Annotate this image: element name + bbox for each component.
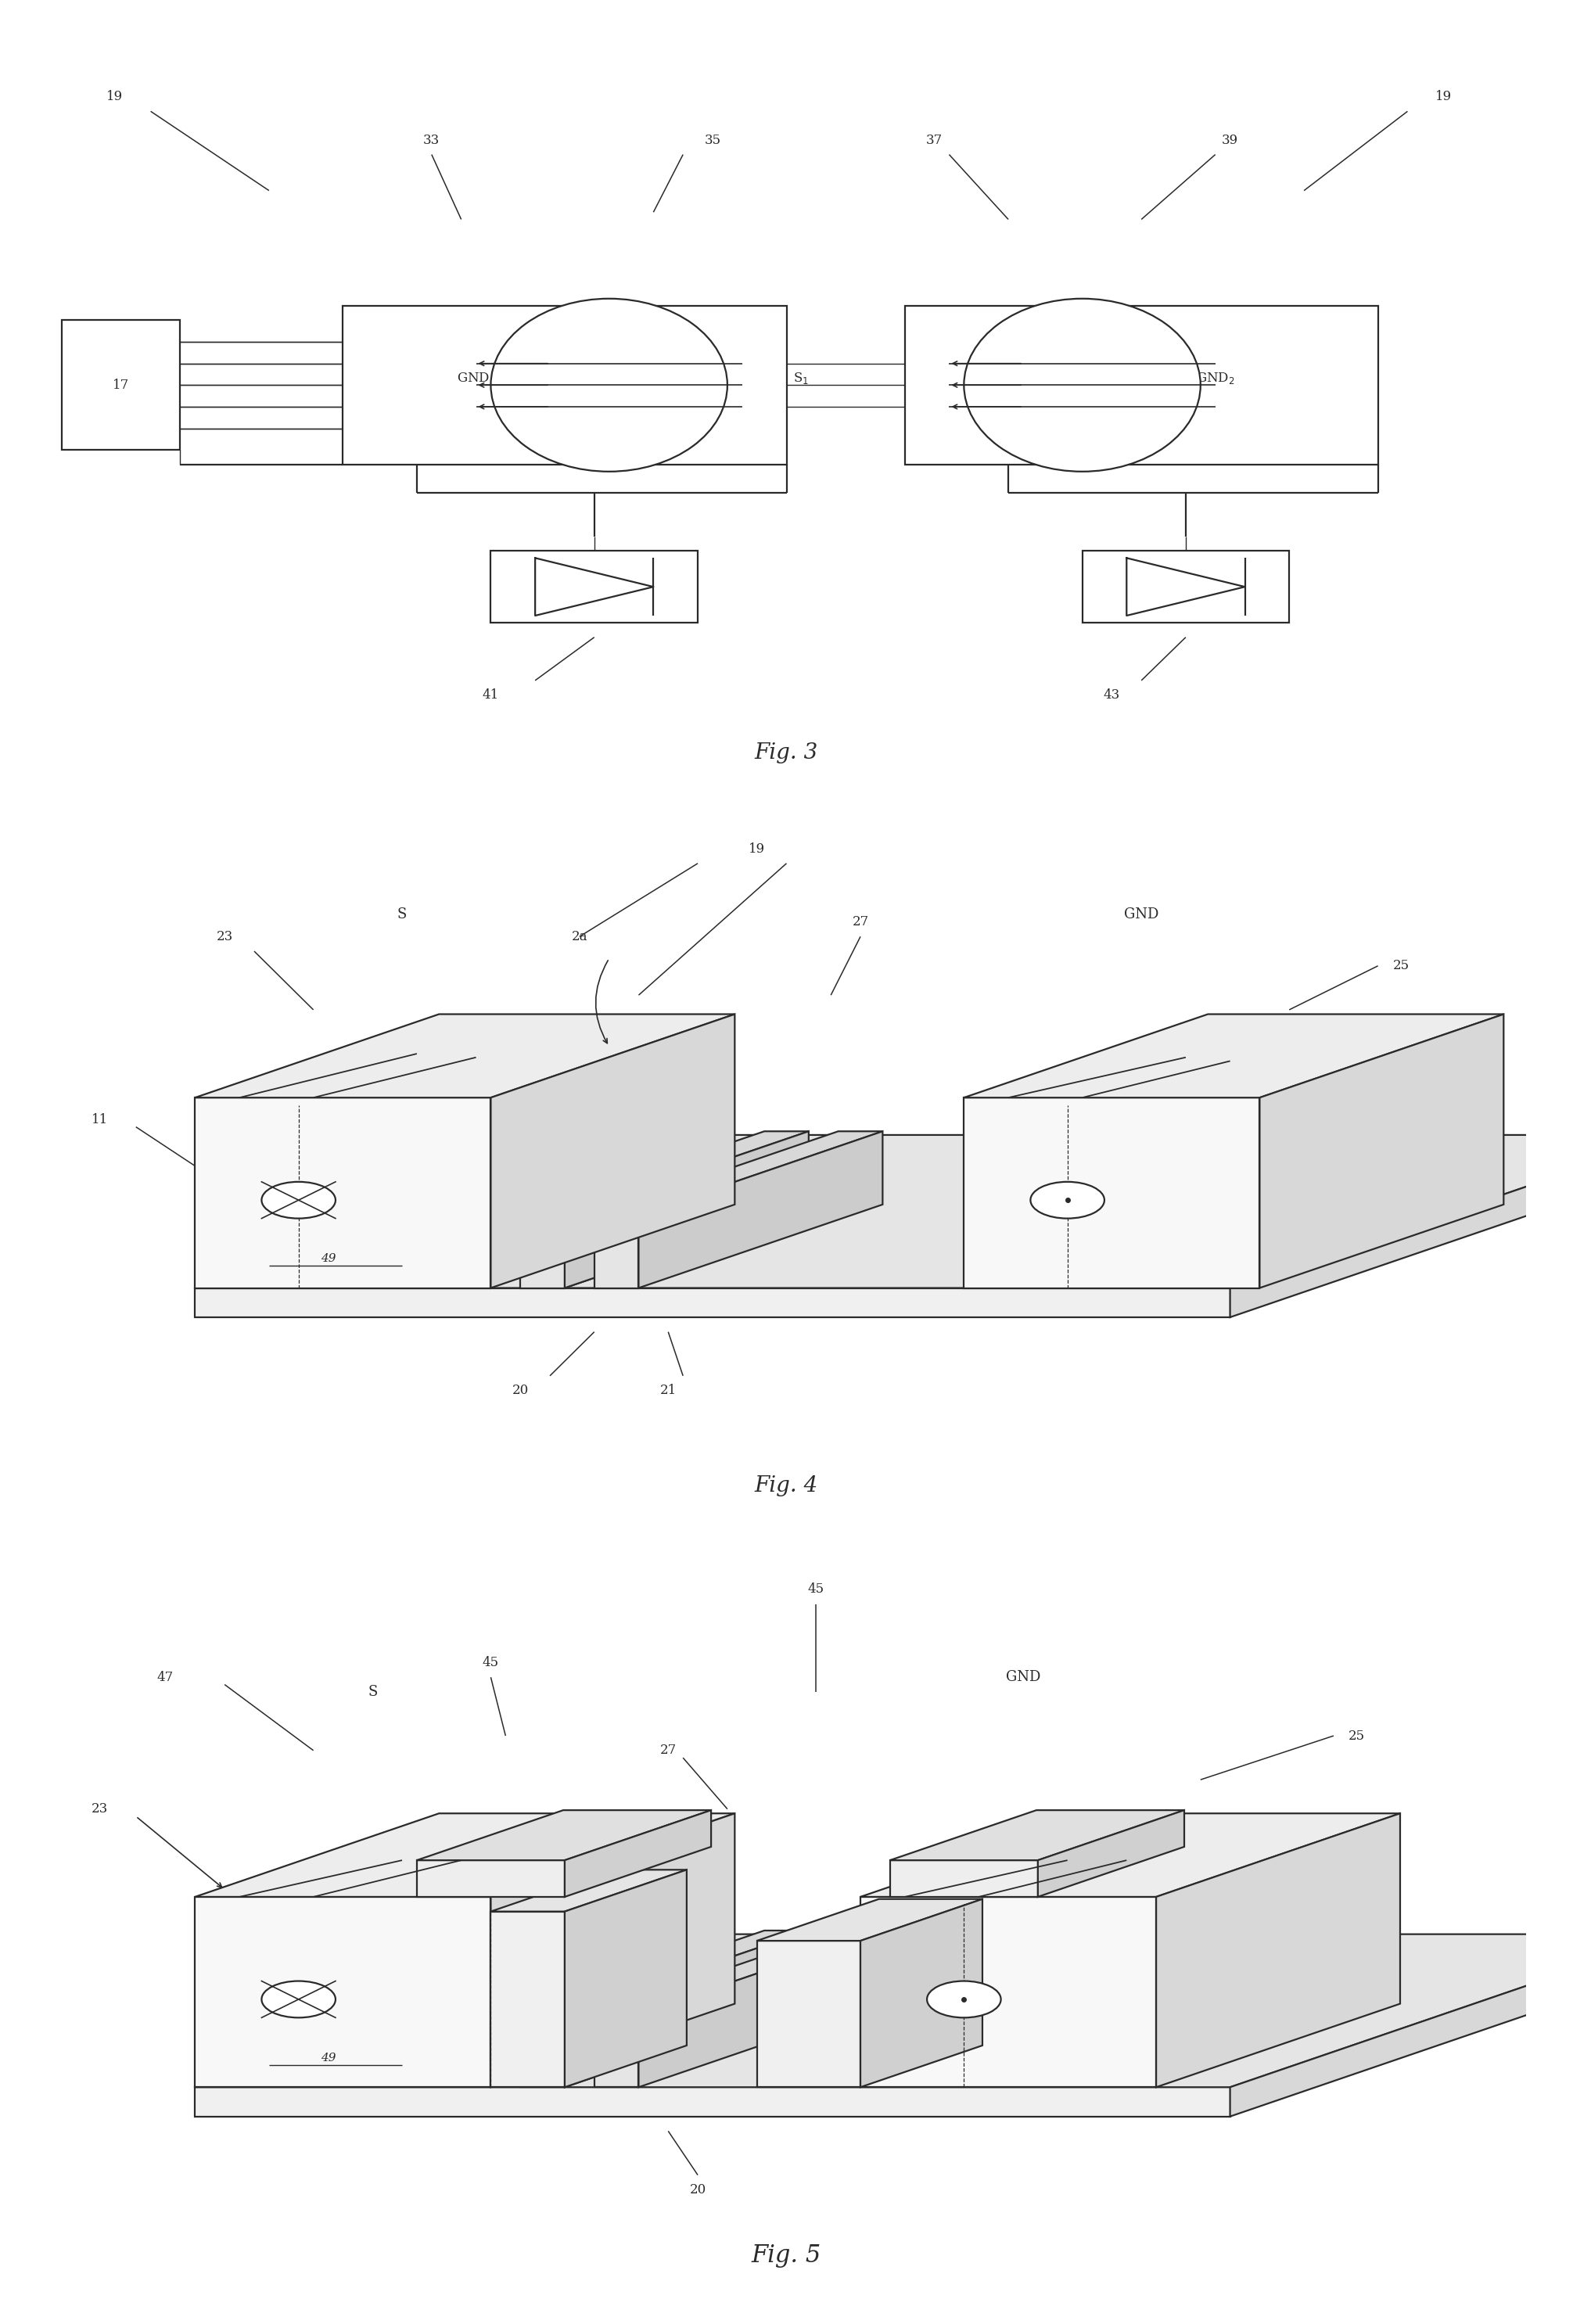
Text: 45: 45 [483,1657,499,1669]
Text: 33: 33 [423,132,440,146]
Ellipse shape [926,1980,1000,2017]
Polygon shape [491,1910,565,2087]
Bar [343,307,787,465]
Polygon shape [195,1896,491,2087]
Polygon shape [195,1287,1230,1318]
Polygon shape [757,1941,860,2087]
Polygon shape [964,1013,1504,1097]
Text: 39: 39 [1222,132,1238,146]
Polygon shape [521,1204,809,1287]
Polygon shape [1230,1134,1573,1318]
Ellipse shape [964,297,1200,472]
Polygon shape [565,1871,687,2087]
Text: 27: 27 [661,1743,676,1757]
Polygon shape [860,1813,1400,1896]
Polygon shape [595,1132,882,1215]
Text: Fig. 5: Fig. 5 [752,2243,821,2268]
Bar [491,551,698,623]
Text: S: S [368,1685,378,1699]
Polygon shape [195,1134,1573,1287]
Text: 11: 11 [91,1113,109,1127]
Polygon shape [1156,1813,1400,2087]
Text: Fig. 3: Fig. 3 [755,741,818,762]
Polygon shape [1038,1810,1184,1896]
Ellipse shape [261,1183,335,1218]
Polygon shape [521,2015,565,2087]
Text: 19: 19 [1435,91,1452,105]
Text: GND$_2$: GND$_2$ [1195,370,1235,386]
Text: GND: GND [1005,1671,1040,1685]
Text: S$_2$: S$_2$ [986,370,1002,386]
Polygon shape [1230,1934,1573,2117]
Text: 45: 45 [809,1583,824,1597]
Polygon shape [195,1934,1573,2087]
Polygon shape [595,2015,639,2087]
Text: 49: 49 [321,2052,335,2064]
Polygon shape [491,1871,687,1910]
Text: 41: 41 [483,688,499,702]
Polygon shape [195,1097,491,1287]
Text: 2a: 2a [571,930,587,944]
Text: 25: 25 [1348,1729,1365,1743]
Polygon shape [639,1931,882,2087]
Polygon shape [521,1132,809,1215]
Polygon shape [521,1931,809,2015]
Text: 43: 43 [1104,688,1120,702]
Bar [904,307,1378,465]
Text: 27: 27 [853,916,868,930]
Polygon shape [491,1813,735,2087]
Text: S: S [398,909,407,923]
Text: S$_1$: S$_1$ [793,370,809,386]
Text: 17: 17 [113,379,129,393]
Polygon shape [195,1013,735,1097]
Text: 49: 49 [321,1253,335,1264]
Polygon shape [565,1810,711,1896]
Text: Fig. 4: Fig. 4 [755,1476,818,1497]
Polygon shape [890,1810,1184,1859]
Text: 47: 47 [157,1671,173,1685]
Polygon shape [890,1859,1038,1896]
Polygon shape [595,1931,882,2015]
Polygon shape [565,1931,809,2087]
Polygon shape [195,2087,1230,2117]
Polygon shape [860,1896,1156,2087]
Polygon shape [195,1813,735,1896]
Polygon shape [860,1899,983,2087]
Polygon shape [964,1097,1260,1287]
Bar [1082,551,1290,623]
Text: 25: 25 [1392,960,1409,971]
Polygon shape [417,1810,711,1859]
Polygon shape [639,1132,882,1287]
Ellipse shape [491,297,727,472]
Polygon shape [757,1899,983,1941]
Ellipse shape [1030,1183,1104,1218]
Text: 35: 35 [705,132,720,146]
Polygon shape [491,1013,735,1287]
Bar [61,321,181,451]
Text: 21: 21 [661,1383,676,1397]
Text: GND$_1$: GND$_1$ [456,370,495,386]
Text: 19: 19 [749,841,764,855]
Polygon shape [595,1215,639,1287]
Polygon shape [521,1215,565,1287]
Text: 37: 37 [926,132,942,146]
Text: 20: 20 [689,2182,706,2196]
Text: 19: 19 [107,91,123,105]
Ellipse shape [261,1980,335,2017]
Polygon shape [417,1859,565,1896]
Polygon shape [565,1132,809,1287]
Text: GND: GND [1125,909,1159,923]
Text: 20: 20 [513,1383,529,1397]
Polygon shape [1260,1013,1504,1287]
Text: 23: 23 [91,1803,109,1815]
Text: 23: 23 [217,930,233,944]
